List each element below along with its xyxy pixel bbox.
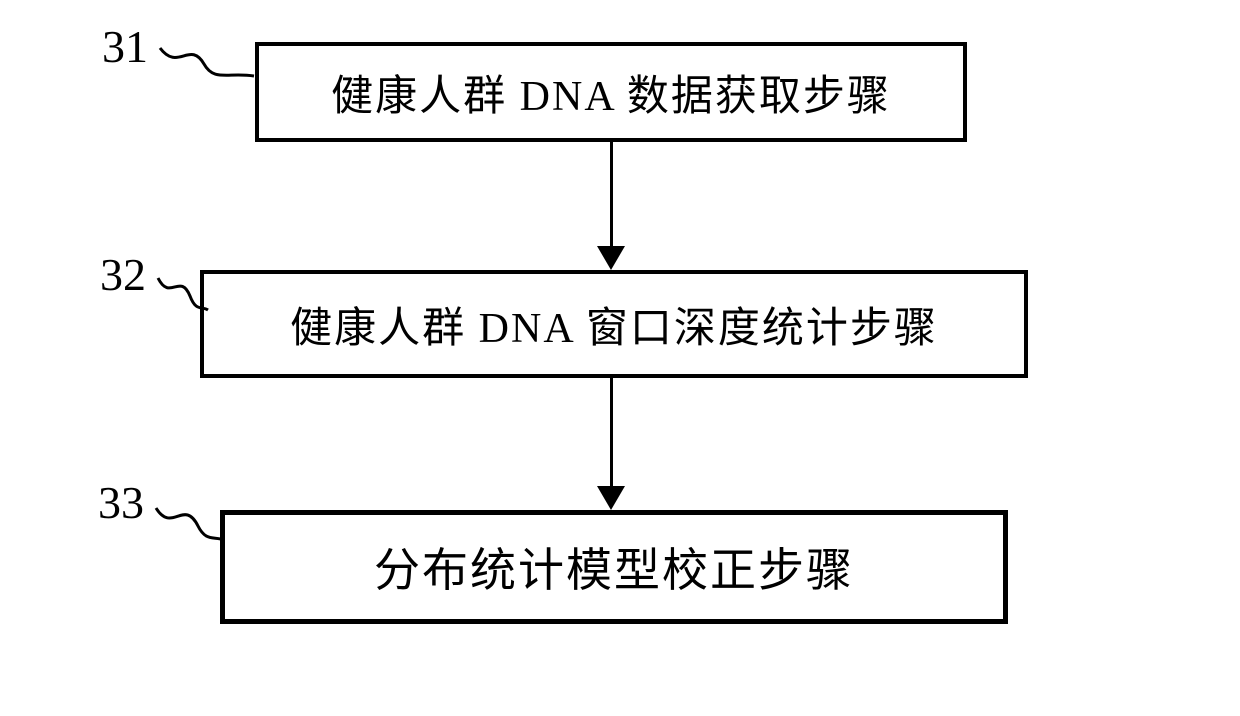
flowchart-canvas: 健康人群 DNA 数据获取步骤 31 健康人群 DNA 窗口深度统计步骤 32 … [0,0,1240,716]
flow-node-dna-acquire-text: 健康人群 DNA 数据获取步骤 [331,62,891,123]
flow-node-window-depth-stats-text: 健康人群 DNA 窗口深度统计步骤 [290,294,938,355]
flow-node-window-depth-stats-number: 32 [100,248,146,301]
flow-edge-1-to-2-arrowhead-icon [597,246,625,270]
connector-squiggle-1-icon [158,42,256,86]
flow-node-model-correction-number: 33 [98,476,144,529]
flow-node-window-depth-stats: 健康人群 DNA 窗口深度统计步骤 [200,270,1028,378]
flow-edge-2-to-3 [610,378,613,486]
flow-node-model-correction: 分布统计模型校正步骤 [220,510,1008,624]
flow-node-dna-acquire: 健康人群 DNA 数据获取步骤 [255,42,967,142]
connector-squiggle-3-icon [154,500,226,548]
flow-edge-1-to-2 [610,142,613,246]
flow-edge-2-to-3-arrowhead-icon [597,486,625,510]
flow-node-dna-acquire-number: 31 [102,20,148,73]
connector-squiggle-2-icon [156,272,210,318]
flow-node-model-correction-text: 分布统计模型校正步骤 [374,534,854,600]
